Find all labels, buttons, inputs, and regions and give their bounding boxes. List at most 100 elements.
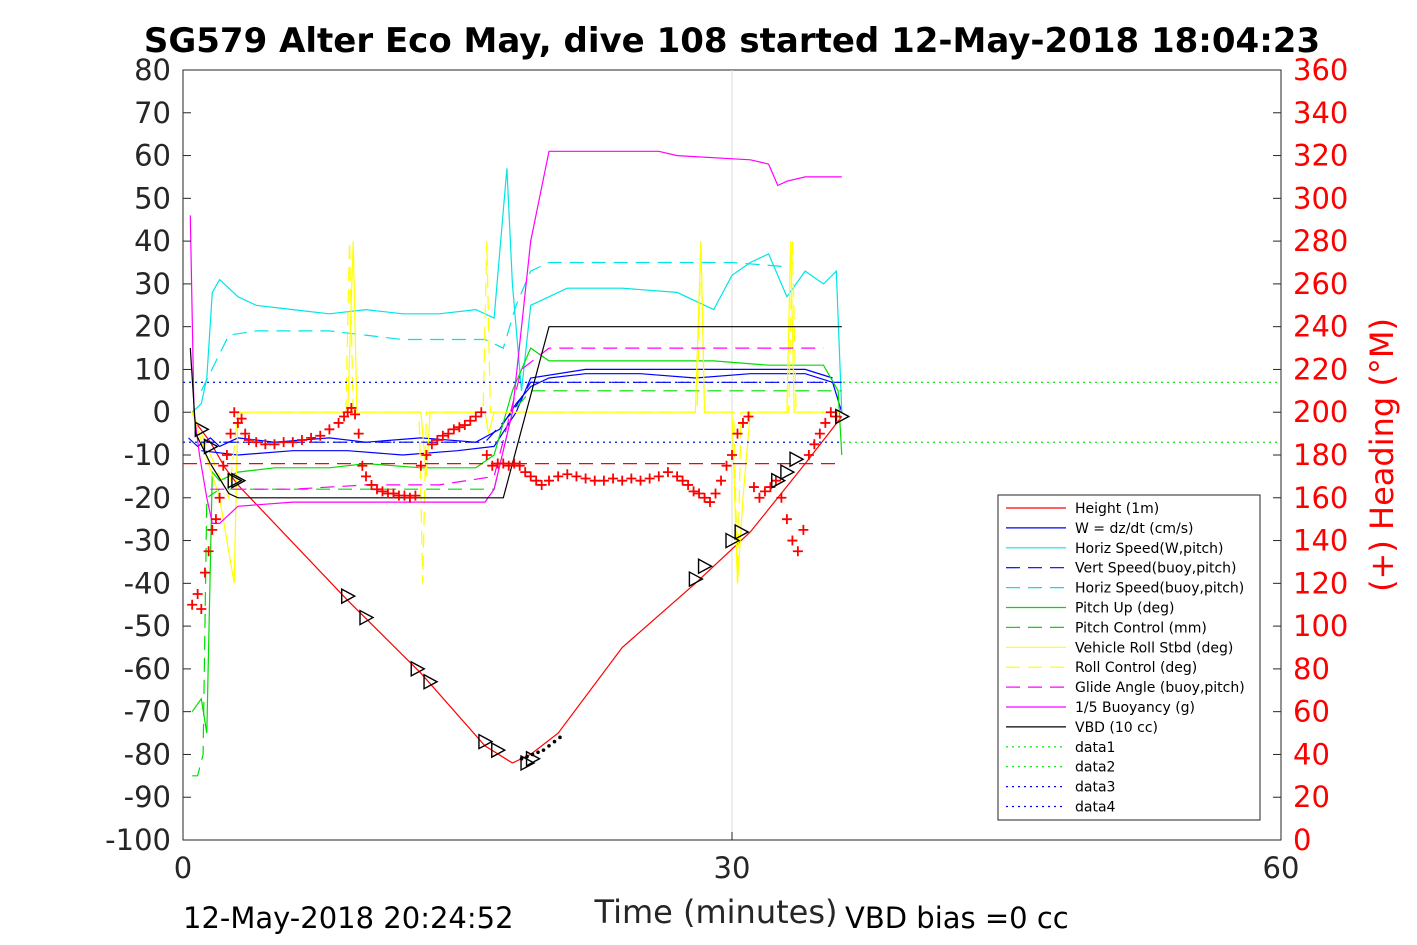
heading-marker — [353, 428, 364, 439]
heading-marker — [770, 475, 781, 486]
series-line — [191, 241, 842, 584]
right-tick-label: 60 — [1293, 695, 1330, 729]
left-tick-label: 70 — [134, 96, 171, 130]
triangle-marker — [697, 558, 714, 575]
left-tick-label: -30 — [124, 524, 171, 558]
heading-marker — [487, 460, 498, 471]
right-tick-label: 0 — [1293, 823, 1311, 857]
heading-marker — [754, 492, 765, 503]
heading-marker — [404, 492, 415, 503]
heading-marker — [346, 402, 357, 413]
heading-marker — [737, 417, 748, 428]
ascent-dot — [530, 752, 535, 757]
heading-marker — [536, 479, 547, 490]
heading-marker — [798, 524, 809, 535]
heading-marker — [371, 484, 382, 495]
heading-marker — [229, 407, 240, 418]
right-tick-label: 100 — [1293, 609, 1348, 643]
triangle-marker — [789, 451, 805, 468]
left-tick-label: 30 — [134, 267, 171, 301]
ascent-dot — [536, 750, 540, 755]
series-line — [210, 347, 824, 490]
triangle-marker — [194, 421, 210, 438]
legend-box — [997, 494, 1261, 821]
heading-marker — [426, 439, 437, 450]
right-tick-label: 300 — [1293, 181, 1348, 215]
heading-marker — [481, 450, 492, 460]
heading-marker — [437, 430, 448, 441]
ascent-dot — [541, 748, 546, 752]
heading-marker — [192, 589, 203, 600]
legend-label: Pitch Up (deg) — [1075, 601, 1174, 617]
left-tick-label: -20 — [124, 481, 171, 515]
heading-marker — [218, 460, 229, 471]
ascent-dot — [558, 735, 562, 740]
heading-marker — [459, 420, 470, 431]
right-tick-label: 140 — [1293, 524, 1348, 558]
heading-marker — [787, 535, 798, 546]
ascent-dot — [519, 756, 524, 761]
heading-marker — [210, 514, 221, 525]
x-tick-label: 30 — [714, 851, 751, 885]
heading-marker — [203, 546, 214, 557]
series-line — [192, 390, 842, 777]
right-tick-label: 80 — [1293, 652, 1330, 686]
heading-marker — [448, 424, 459, 435]
left-tick-label: 60 — [134, 139, 171, 173]
heading-marker — [388, 488, 399, 499]
heading-marker — [792, 546, 803, 557]
heading-marker — [399, 490, 410, 501]
legend-label: Vert Speed(buoy,pitch) — [1075, 561, 1237, 577]
triangle-marker — [780, 463, 796, 481]
heading-marker — [278, 437, 289, 448]
left-tick-label: -80 — [124, 737, 171, 771]
left-tick-label: 20 — [134, 310, 171, 344]
heading-marker — [315, 430, 326, 441]
heading-marker — [710, 488, 721, 499]
triangle-marker — [491, 741, 507, 759]
left-tick-label: 0 — [153, 395, 171, 429]
left-axis-ticks: 80 70 60 50 40 30 20 10 0 -10 -20 -30 -40 -50 -60 -70 -8… — [105, 53, 191, 857]
heading-marker — [498, 458, 509, 469]
right-tick-label: 180 — [1293, 438, 1348, 472]
heading-marker — [653, 471, 664, 482]
heading-marker — [443, 428, 454, 439]
left-tick-label: -100 — [105, 823, 171, 857]
right-tick-label: 220 — [1293, 352, 1348, 386]
left-tick-label: 40 — [134, 224, 171, 258]
x-tick-label: 0 — [174, 851, 192, 885]
left-tick-label: -50 — [124, 609, 171, 643]
heading-marker — [644, 473, 655, 484]
heading-marker — [269, 439, 280, 450]
series-line — [189, 326, 842, 499]
heading-marker — [196, 604, 207, 614]
left-tick-label: -40 — [124, 566, 171, 600]
heading-marker — [306, 432, 317, 443]
heading-marker — [608, 473, 619, 484]
left-tick-label: -90 — [124, 780, 171, 814]
heading-marker — [454, 422, 465, 433]
right-tick-label: 340 — [1293, 96, 1348, 130]
ascent-dot — [525, 754, 529, 759]
heading-marker — [672, 471, 683, 482]
legend-label: Horiz Speed(W,pitch) — [1075, 541, 1223, 557]
footer-vbd-bias: VBD bias =0 cc — [845, 901, 1069, 935]
right-tick-label: 120 — [1293, 566, 1348, 600]
heading-marker — [776, 492, 787, 503]
heading-marker — [721, 460, 732, 471]
ascent-dot — [547, 744, 551, 748]
heading-marker — [243, 435, 254, 446]
triangle-marker — [771, 472, 787, 489]
legend-label: VBD (10 cc) — [1075, 720, 1158, 736]
heading-marker — [580, 473, 591, 484]
right-tick-label: 160 — [1293, 481, 1348, 515]
chart-title: SG579 Alter Eco May, dive 108 started 12… — [144, 21, 1320, 61]
heading-marker — [221, 450, 232, 460]
heading-marker — [727, 450, 737, 460]
heading-marker — [688, 486, 699, 497]
triangle-marker — [520, 754, 536, 772]
legend-label: Height (1m) — [1075, 501, 1159, 517]
heading-marker — [662, 467, 673, 478]
legend-label: Horiz Speed(buoy,pitch) — [1075, 581, 1244, 597]
